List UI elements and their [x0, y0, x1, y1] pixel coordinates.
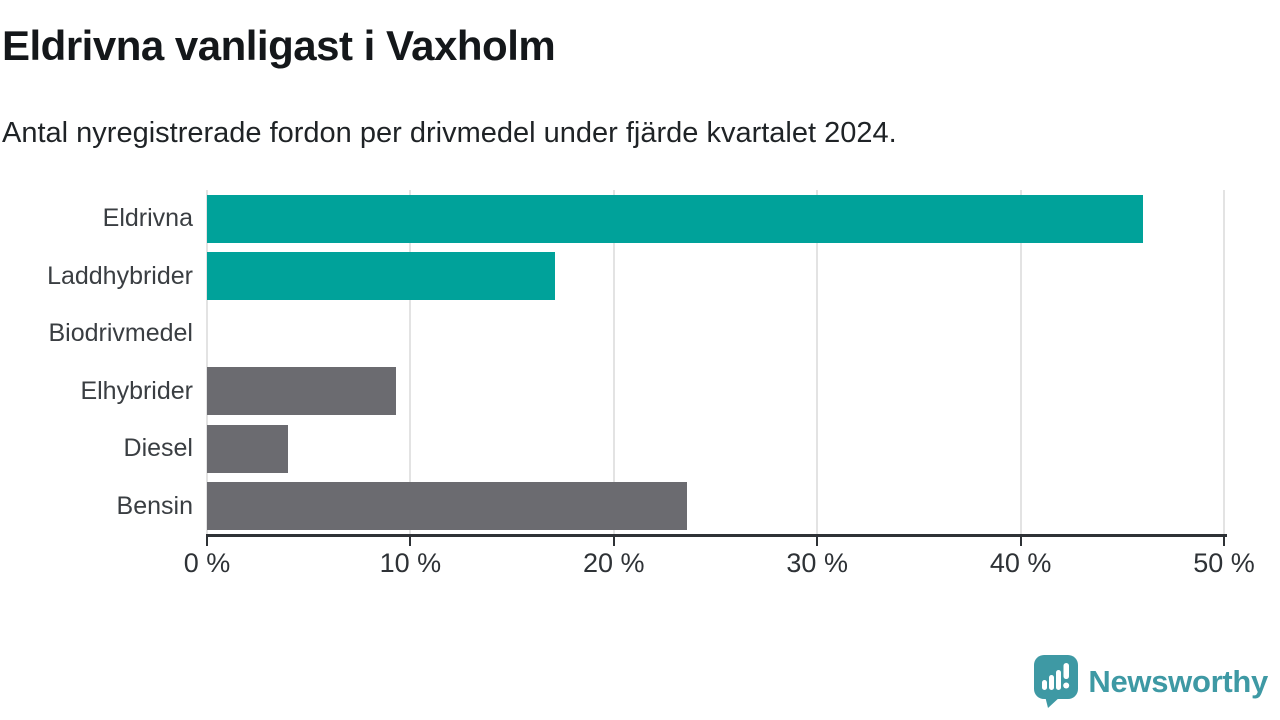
x-axis-tick — [816, 537, 819, 546]
gridline-30 — [816, 190, 819, 535]
x-axis-tick — [1019, 537, 1022, 546]
newsworthy-logo: Newsworthy — [1034, 655, 1268, 708]
category-label: Diesel — [123, 434, 193, 462]
x-axis-line — [206, 534, 1227, 537]
x-tick-label: 30 % — [786, 548, 848, 578]
plot-area — [206, 190, 1225, 535]
gridline-40 — [1019, 190, 1022, 535]
x-tick-label: 20 % — [583, 548, 645, 578]
x-tick-label: 50 % — [1193, 548, 1255, 578]
x-tick-label: 0 % — [183, 548, 231, 578]
bar-bensin — [207, 482, 688, 531]
x-axis-tick — [612, 537, 615, 546]
x-axis-tick — [1223, 537, 1225, 546]
newsworthy-logo-text: Newsworthy — [1088, 663, 1268, 699]
chart-subtitle: Antal nyregistrerade fordon per drivmede… — [2, 117, 897, 149]
category-label: Elhybrider — [80, 376, 193, 405]
x-axis-tick — [409, 537, 412, 546]
bar-laddhybrider — [207, 252, 555, 301]
bar-eldrivna — [207, 194, 1143, 243]
gridline-50 — [1223, 190, 1225, 535]
category-label: Bensin — [116, 491, 193, 520]
x-axis-tick — [206, 537, 208, 546]
newsworthy-logo-icon — [1034, 655, 1079, 708]
gridline-20 — [612, 190, 615, 535]
category-label: Laddhybrider — [47, 261, 193, 290]
category-label: Biodrivmedel — [48, 319, 193, 347]
category-label: Eldrivna — [102, 204, 193, 232]
category-axis: Eldrivna Laddhybrider Biodrivmedel Elhybrid… — [0, 190, 193, 535]
bar-elhybrider — [207, 367, 397, 416]
gridline-10 — [409, 190, 412, 535]
gridline-0 — [206, 190, 208, 535]
chart-title: Eldrivna vanligast i Vaxholm — [2, 22, 556, 69]
x-tick-label: 40 % — [989, 548, 1052, 578]
x-tick-label: 10 % — [379, 548, 442, 578]
bar-diesel — [207, 424, 289, 473]
